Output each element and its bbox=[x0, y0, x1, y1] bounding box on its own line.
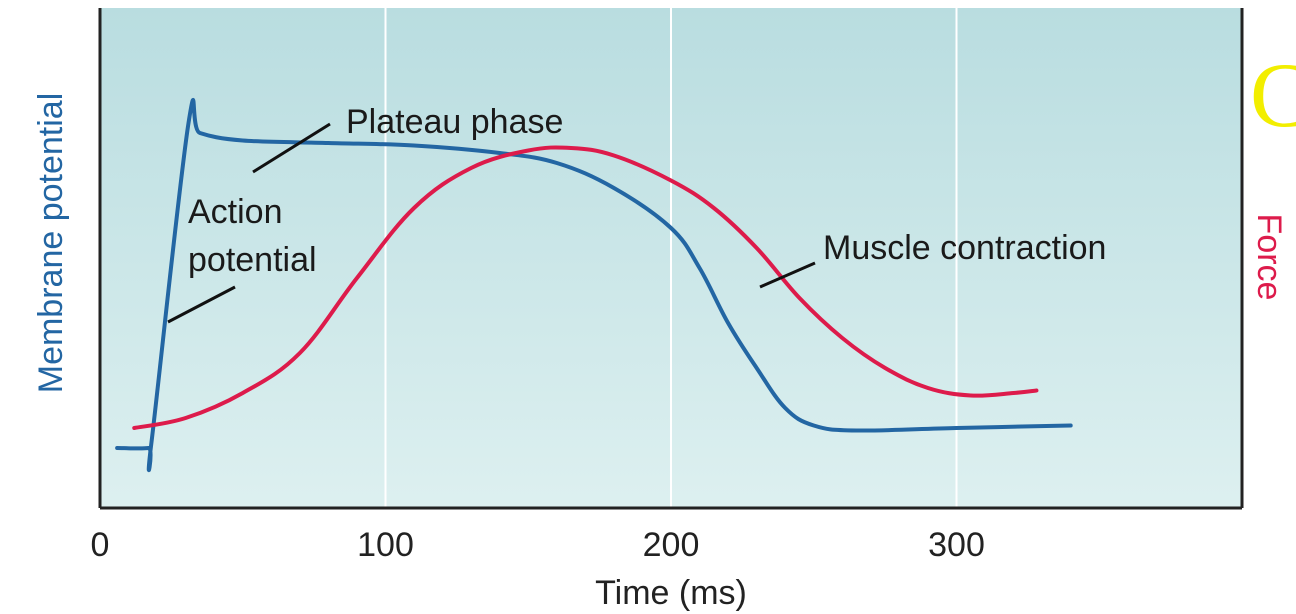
x-tick-label: 300 bbox=[928, 526, 985, 564]
leader-action-potential bbox=[167, 285, 236, 324]
y-axis-title-right: Force bbox=[1250, 214, 1288, 301]
leader-plateau-phase bbox=[252, 122, 331, 174]
decorative-letter: C bbox=[1250, 44, 1296, 146]
x-tick-label: 100 bbox=[357, 526, 414, 564]
plot-frame bbox=[98, 8, 1244, 510]
y-axis-title-left: Membrane potential bbox=[32, 93, 70, 394]
annotation-potential: potential bbox=[188, 241, 317, 279]
annotation-plateau-phase: Plateau phase bbox=[346, 103, 563, 141]
annotation-muscle-contraction: Muscle contraction bbox=[823, 229, 1106, 267]
leader-muscle-contraction bbox=[759, 261, 816, 289]
series-action-potential bbox=[115, 98, 1073, 473]
x-tick-label: 0 bbox=[91, 526, 110, 564]
x-tick-label: 200 bbox=[643, 526, 700, 564]
annotation-action: Action bbox=[188, 193, 283, 231]
series-layer bbox=[115, 98, 1073, 473]
x-tick-labels: 0 100 200 300 bbox=[91, 526, 985, 564]
series-muscle-contraction bbox=[132, 145, 1039, 430]
x-axis-title: Time (ms) bbox=[595, 574, 747, 612]
annotation-leaders bbox=[167, 122, 816, 324]
grid-lines bbox=[384, 8, 958, 508]
